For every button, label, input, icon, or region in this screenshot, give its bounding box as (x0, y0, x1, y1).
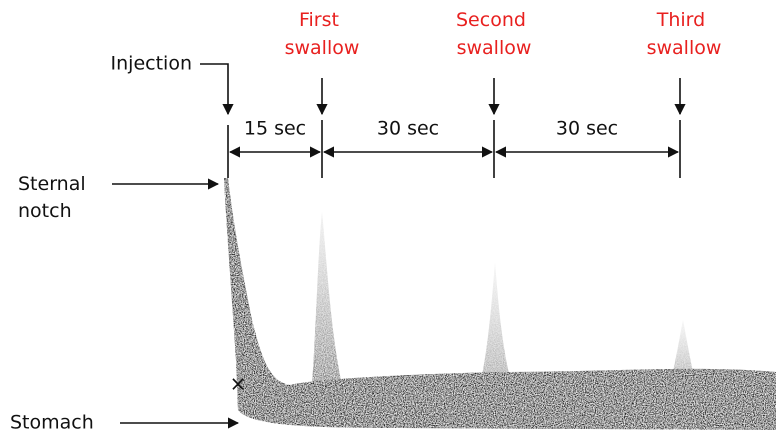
interval-label: 15 sec (244, 118, 306, 140)
activity-curve (224, 178, 776, 430)
label-line: Sternal (18, 173, 86, 195)
swallow-label: Second swallow (456, 9, 532, 59)
label-line: swallow (647, 37, 722, 59)
diagram: × 15 sec 30 sec 30 sec Injection First s… (0, 0, 776, 439)
swallow-label: First swallow (285, 9, 360, 59)
label-line: Third (656, 9, 705, 31)
injection-label: Injection (111, 53, 192, 75)
sternal-notch-label: Sternal notch (18, 173, 92, 222)
injection-arrow (200, 64, 228, 114)
stomach-label: Stomach (10, 412, 94, 434)
label-line: Second (456, 9, 526, 31)
cross-mark: × (230, 372, 247, 396)
swallow-label: Third swallow (647, 9, 722, 59)
label-line: notch (18, 200, 72, 222)
label-line: swallow (285, 37, 360, 59)
interval-label: 30 sec (556, 118, 618, 140)
interval-label: 30 sec (377, 118, 439, 140)
label-line: First (299, 9, 339, 31)
label-line: swallow (457, 37, 532, 59)
